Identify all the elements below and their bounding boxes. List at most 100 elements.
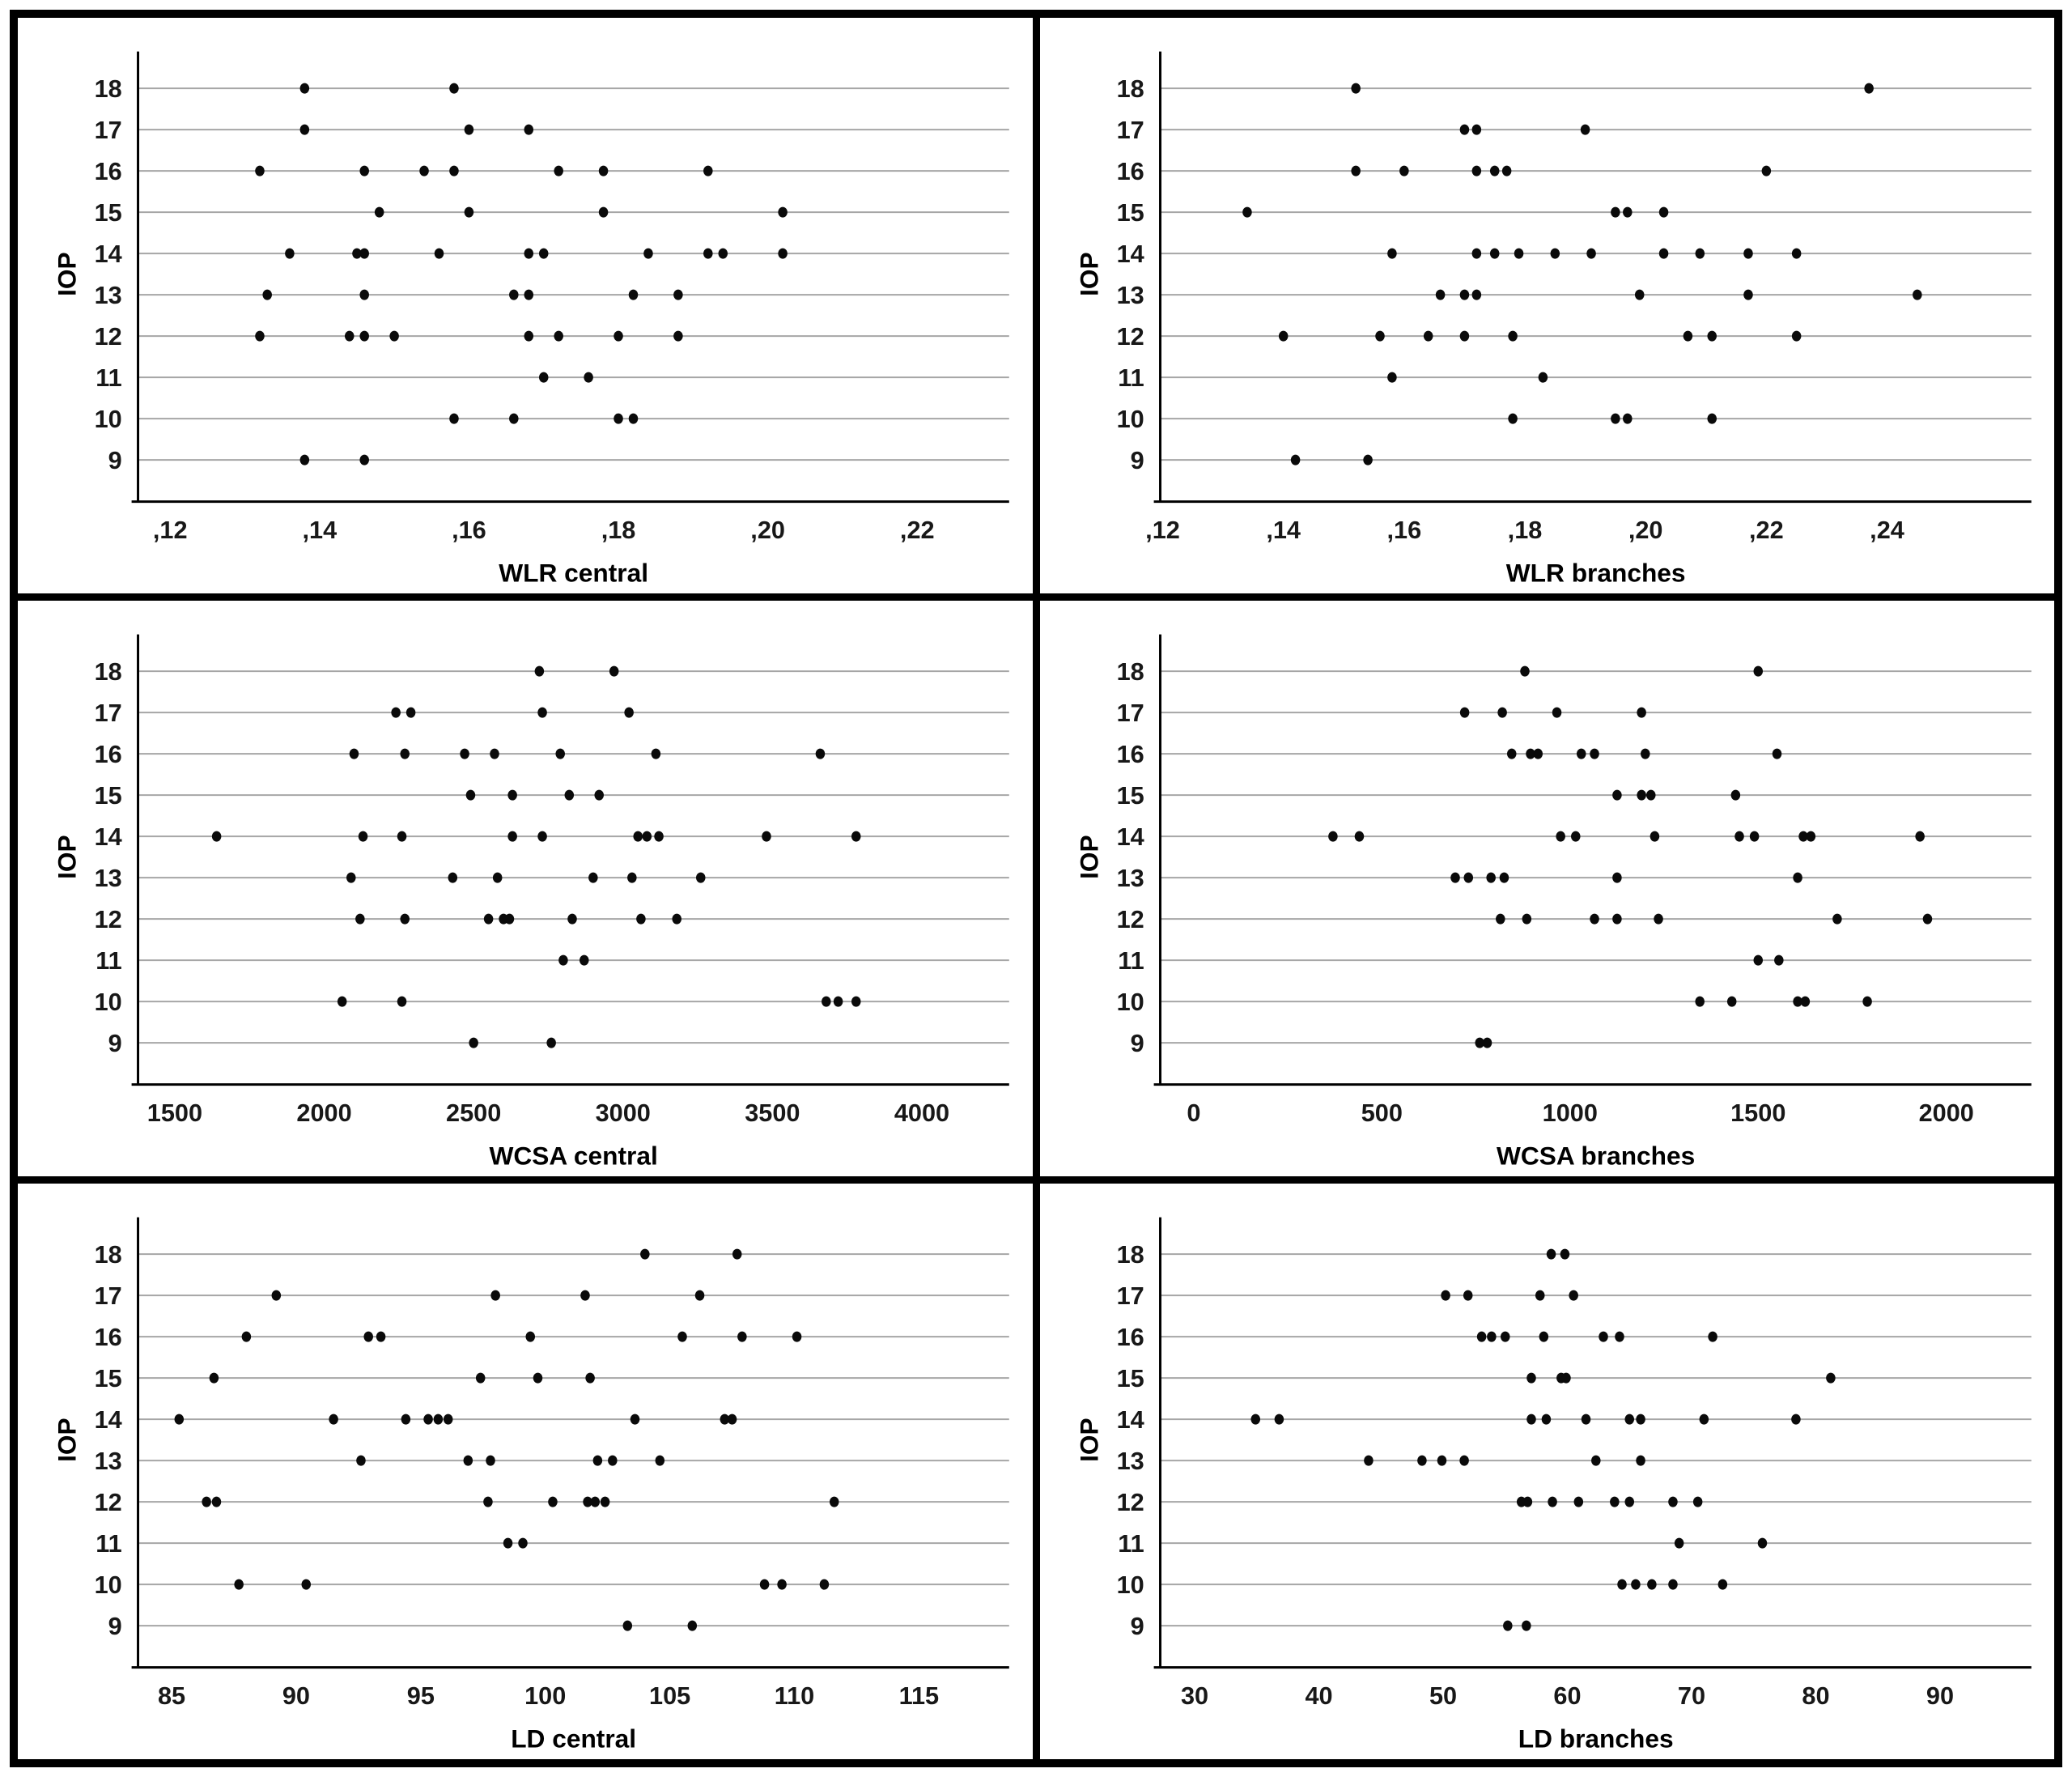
x-tick-label: 40	[1305, 1681, 1332, 1710]
data-point	[1611, 913, 1622, 925]
x-tick-label: 115	[899, 1681, 940, 1710]
y-tick-label: 11	[96, 946, 121, 975]
data-point	[1514, 248, 1523, 259]
data-point	[344, 330, 355, 342]
data-point	[1798, 831, 1808, 842]
data-point	[819, 1579, 830, 1590]
data-point	[1694, 996, 1705, 1007]
x-tick-label: 4000	[894, 1099, 949, 1127]
panel-ld-branches: 9 10 11 12 13 14 15 16 17 18 30 40 50 60 70 80 90 LD bran…	[1039, 1184, 2054, 1759]
y-tick-label: 9	[1130, 1029, 1144, 1057]
data-point	[1653, 913, 1663, 925]
y-tick-label: 15	[1116, 1364, 1144, 1392]
data-point	[405, 707, 416, 718]
data-point	[1650, 831, 1659, 842]
data-point	[1521, 1620, 1531, 1631]
data-point	[624, 707, 634, 718]
x-tick-label: ,12	[153, 516, 188, 544]
data-point	[363, 1331, 373, 1342]
x-tick-label: 2500	[446, 1099, 501, 1127]
data-point	[584, 372, 593, 383]
y-tick-label: 16	[95, 740, 122, 768]
data-point	[609, 665, 619, 677]
data-point	[628, 289, 639, 300]
data-point	[504, 913, 515, 925]
y-tick-label: 14	[95, 823, 122, 851]
data-point	[1485, 872, 1496, 883]
data-point	[509, 413, 519, 424]
data-point	[1450, 872, 1460, 883]
data-point	[1912, 289, 1922, 300]
x-tick-label: 110	[775, 1681, 815, 1710]
data-point	[1791, 248, 1801, 259]
y-tick-label: 10	[1116, 1571, 1144, 1599]
data-point	[1624, 1414, 1634, 1425]
scatter-chart-wcsa-branches: 9 10 11 12 13 14 15 16 17 18 0 500 1000 1500 2000 WCSA …	[1074, 634, 2032, 1171]
y-tick-label: 15	[95, 781, 122, 810]
x-tick-label: 105	[649, 1681, 690, 1710]
data-point	[391, 707, 401, 718]
data-point	[211, 831, 222, 842]
y-tick-label: 10	[95, 988, 122, 1016]
data-point	[376, 1331, 386, 1342]
y-tick-label: 13	[1116, 281, 1144, 309]
y-tick-label: 12	[1116, 905, 1144, 933]
data-point	[1489, 248, 1499, 259]
y-tick-label: 18	[95, 1240, 122, 1269]
data-point	[622, 1620, 633, 1631]
y-tick-label: 11	[96, 1529, 121, 1558]
data-point	[423, 1414, 433, 1425]
data-point	[355, 913, 365, 925]
y-tick-label: 9	[108, 1612, 122, 1640]
scatter-chart-wcsa-central: 9 10 11 12 13 14 15 16 17 18 1500 2000 2500 3000 3500 4…	[52, 634, 1009, 1171]
data-point	[778, 206, 788, 218]
data-point	[598, 165, 609, 176]
data-point	[851, 831, 861, 842]
data-point	[352, 248, 362, 259]
data-point	[301, 1579, 312, 1590]
data-point	[1825, 1372, 1836, 1384]
data-point	[460, 748, 469, 759]
data-point	[1922, 913, 1932, 925]
data-point	[580, 954, 589, 966]
data-point	[1486, 1331, 1497, 1342]
x-axis-title: WLR branches	[1505, 559, 1685, 588]
y-tick-label: 17	[1116, 1282, 1144, 1310]
data-point	[1350, 165, 1361, 176]
x-tick-label: 90	[282, 1681, 310, 1710]
data-point	[464, 124, 474, 135]
scatter-chart-ld-central: 9 10 11 12 13 14 15 16 17 18 85 90 95 100 105 110 115 LD …	[52, 1217, 1009, 1754]
data-point	[1535, 1290, 1544, 1301]
data-point	[490, 748, 499, 759]
x-tick-label: 95	[407, 1681, 435, 1710]
data-point	[651, 748, 661, 759]
data-point	[588, 872, 598, 883]
data-point	[492, 872, 503, 883]
y-tick-label: 13	[95, 1447, 122, 1475]
data-point	[401, 1414, 411, 1425]
data-point	[1598, 1331, 1608, 1342]
data-point	[1806, 831, 1815, 842]
data-point	[833, 996, 843, 1007]
data-point	[449, 413, 459, 424]
data-point	[1519, 665, 1530, 677]
data-point	[525, 1331, 535, 1342]
x-tick-label: ,12	[1145, 516, 1180, 544]
y-tick-label: 14	[1116, 1405, 1144, 1434]
x-axis-title: WCSA branches	[1497, 1141, 1695, 1171]
x-tick-label: 3000	[596, 1099, 651, 1127]
y-tick-label: 15	[95, 1364, 122, 1392]
x-tick-label: 500	[1361, 1099, 1402, 1127]
x-tick-label: ,14	[1266, 516, 1301, 544]
data-point	[1386, 372, 1397, 383]
data-point	[1471, 165, 1481, 176]
data-point	[778, 248, 788, 259]
data-point	[1707, 1331, 1717, 1342]
data-point	[449, 83, 459, 94]
data-point	[374, 206, 384, 218]
x-tick-label: ,22	[900, 516, 935, 544]
data-point	[359, 165, 369, 176]
data-point	[1560, 1248, 1569, 1260]
x-tick-label: 1500	[1730, 1099, 1785, 1127]
data-point	[534, 665, 545, 677]
